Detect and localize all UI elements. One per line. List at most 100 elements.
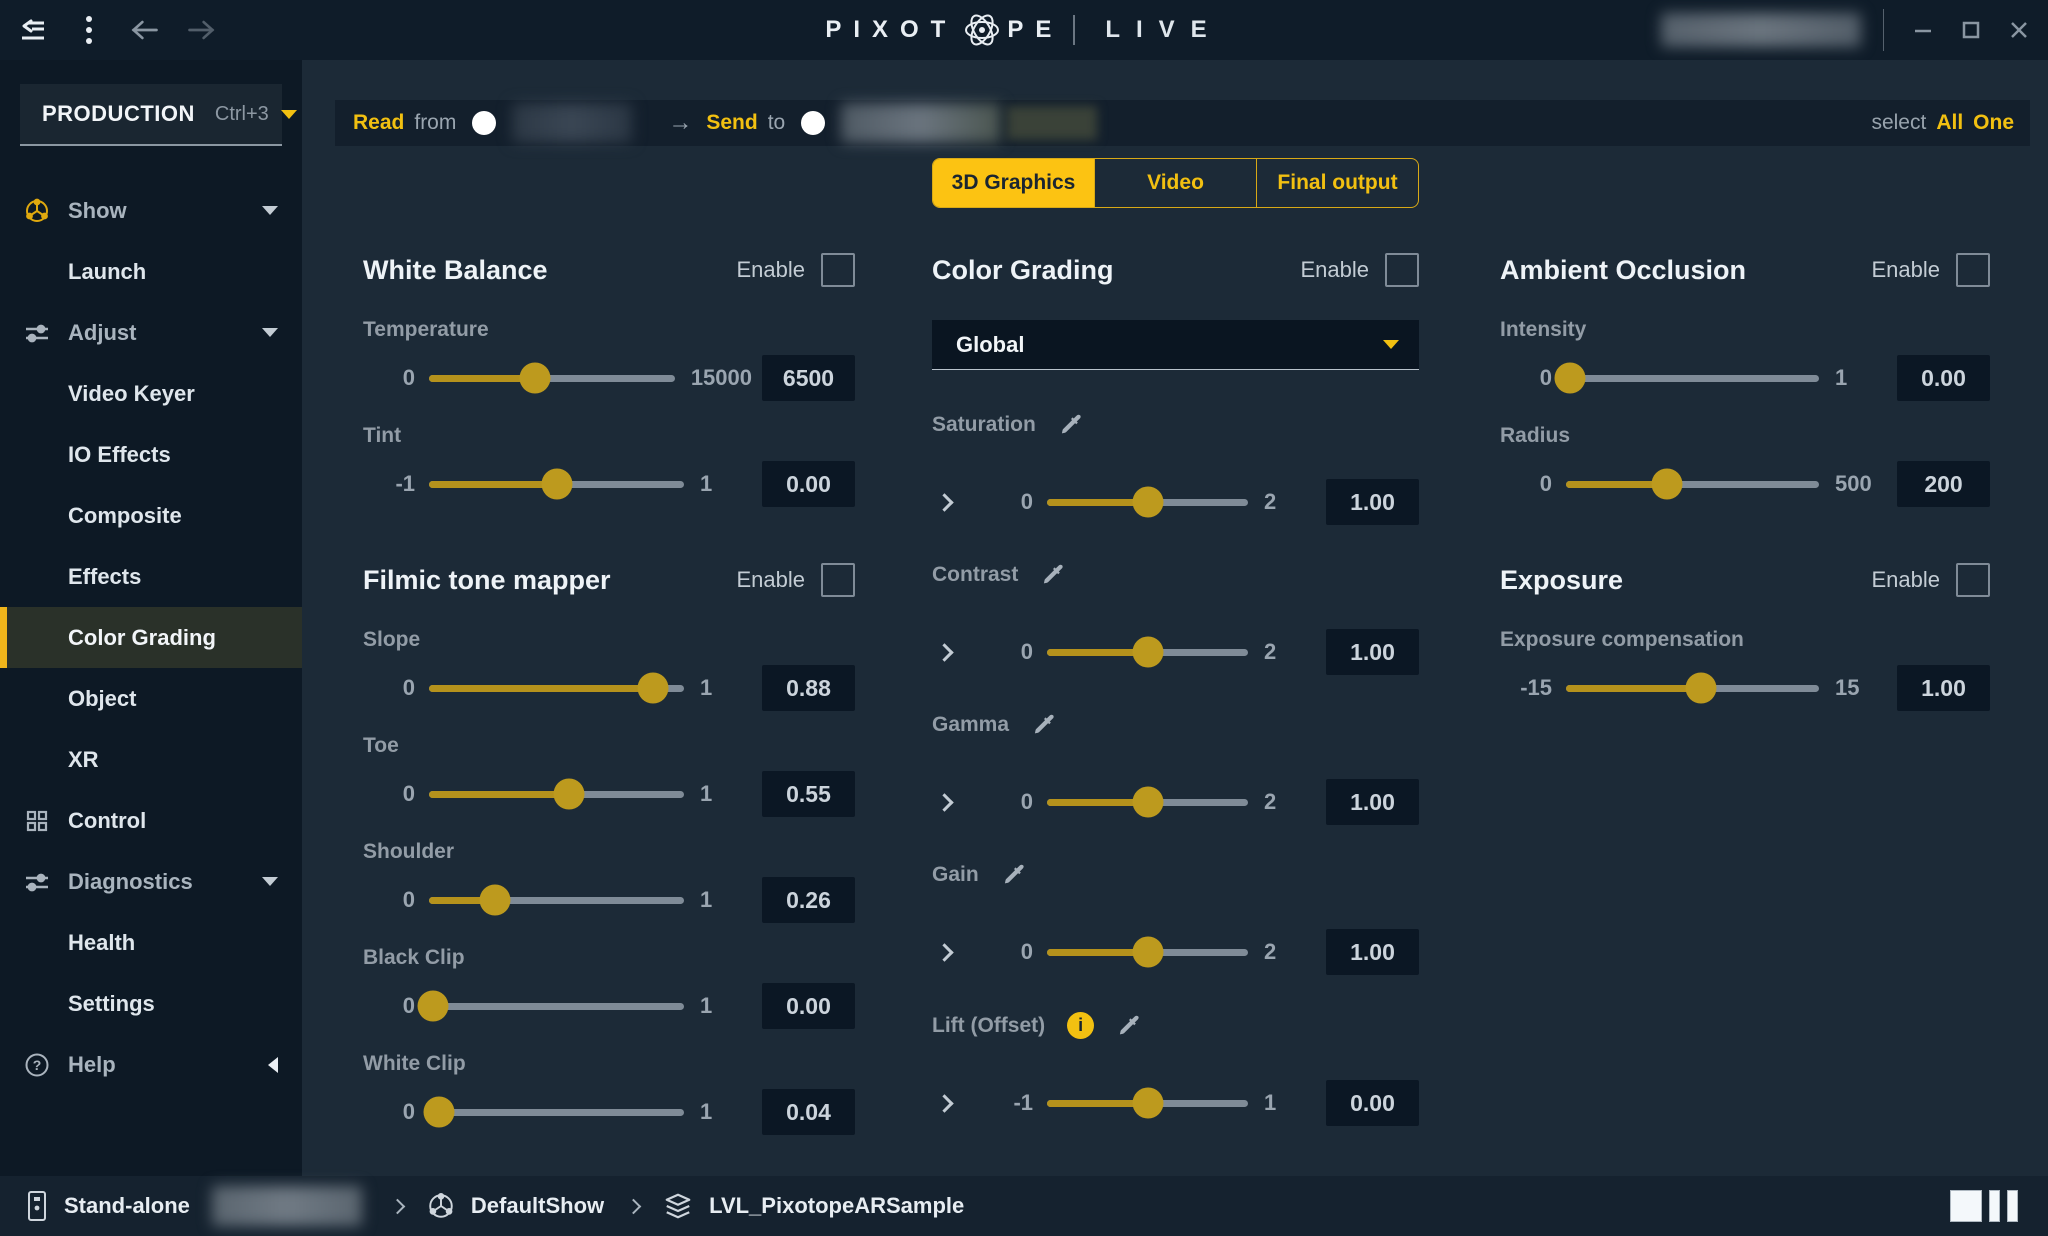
slider-thumb[interactable] — [519, 362, 551, 394]
gain-slider[interactable] — [1047, 936, 1248, 968]
tab-video[interactable]: Video — [1095, 159, 1257, 207]
sidebar-item-object[interactable]: Object — [0, 668, 302, 729]
close-button[interactable] — [2002, 13, 2036, 47]
saturation-slider[interactable] — [1047, 486, 1248, 518]
slider-thumb[interactable] — [1132, 936, 1163, 968]
sidebar-item-color-grading[interactable]: Color Grading — [0, 607, 302, 668]
panel-bar-icon — [2007, 1190, 2018, 1222]
machine-label[interactable]: Stand-alone — [64, 1193, 190, 1218]
saturation-value-input[interactable]: 1.00 — [1326, 479, 1419, 525]
expand-chevron-icon[interactable] — [935, 492, 954, 512]
contrast-value-input[interactable]: 1.00 — [1326, 629, 1419, 675]
exposure-compensation-value-input[interactable]: 1.00 — [1897, 665, 1990, 711]
slider-thumb[interactable] — [541, 468, 572, 500]
ambient-occlusion-enable-checkbox[interactable] — [1956, 253, 1990, 287]
eyedropper-icon[interactable] — [1040, 562, 1066, 588]
filmic-enable-checkbox[interactable] — [821, 563, 855, 597]
shoulder-slider[interactable] — [429, 884, 684, 916]
sidebar-item-io-effects[interactable]: IO Effects — [0, 424, 302, 485]
read-from-status-dot[interactable] — [472, 111, 497, 135]
exposure-compensation-slider[interactable] — [1566, 672, 1819, 704]
maximize-button[interactable] — [1954, 13, 1988, 47]
eyedropper-icon[interactable] — [1031, 712, 1057, 738]
radius-value-input[interactable]: 200 — [1897, 461, 1990, 507]
black-clip-slider[interactable] — [417, 990, 684, 1022]
slider-thumb[interactable] — [1132, 786, 1163, 818]
sidebar-item-control[interactable]: Control — [0, 790, 302, 851]
production-mode-dropdown[interactable]: PRODUCTION Ctrl+3 — [20, 84, 297, 146]
gamma-value-input[interactable]: 1.00 — [1326, 779, 1419, 825]
color-grading-enable-checkbox[interactable] — [1385, 253, 1419, 287]
back-arrow-icon[interactable] — [130, 15, 160, 45]
forward-arrow-icon[interactable] — [186, 15, 216, 45]
sidebar-item-launch[interactable]: Launch — [0, 241, 302, 302]
expand-chevron-icon[interactable] — [935, 642, 954, 662]
slider-min-label: 0 — [1539, 365, 1552, 390]
white-clip-slider[interactable] — [423, 1096, 684, 1128]
white-clip-value-input[interactable]: 0.04 — [762, 1089, 855, 1135]
slope-value-input[interactable]: 0.88 — [762, 665, 855, 711]
slider-thumb[interactable] — [1132, 636, 1163, 668]
lift-offset-slider[interactable] — [1047, 1087, 1248, 1119]
layout-panels-button[interactable] — [1950, 1190, 2018, 1222]
eyedropper-icon[interactable] — [1116, 1013, 1142, 1039]
slider-thumb[interactable] — [1685, 672, 1717, 704]
grading-scope-dropdown[interactable]: Global — [932, 320, 1419, 370]
toe-slider[interactable] — [429, 778, 684, 810]
radius-slider[interactable] — [1566, 468, 1819, 500]
sidebar-item-adjust[interactable]: Adjust — [0, 302, 302, 363]
level-name[interactable]: LVL_PixotopeARSample — [709, 1193, 965, 1218]
sidebar-item-diagnostics[interactable]: Diagnostics — [0, 851, 302, 912]
temperature-value-input[interactable]: 6500 — [762, 355, 855, 401]
sidebar-item-video-keyer[interactable]: Video Keyer — [0, 363, 302, 424]
slider-thumb[interactable] — [1132, 486, 1163, 518]
expand-chevron-icon[interactable] — [935, 792, 954, 812]
sidebar-item-label: Show — [68, 197, 127, 223]
lift-offset-value-input[interactable]: 0.00 — [1326, 1080, 1419, 1126]
show-name[interactable]: DefaultShow — [470, 1193, 605, 1218]
eyedropper-icon[interactable] — [1058, 412, 1084, 438]
select-all-button[interactable]: All — [1936, 111, 1964, 134]
temperature-slider[interactable] — [429, 362, 675, 394]
slope-slider[interactable] — [429, 672, 684, 704]
sidebar-item-xr[interactable]: XR — [0, 729, 302, 790]
kebab-menu-icon[interactable] — [74, 15, 104, 45]
minimize-button[interactable] — [1906, 13, 1940, 47]
slider-thumb[interactable] — [1132, 1087, 1163, 1119]
sidebar-item-health[interactable]: Health — [0, 912, 302, 973]
gamma-slider[interactable] — [1047, 786, 1248, 818]
toe-value-input[interactable]: 0.55 — [762, 771, 855, 817]
tint-value-input[interactable]: 0.00 — [762, 461, 855, 507]
sidebar-item-show[interactable]: Show — [0, 180, 302, 241]
contrast-slider[interactable] — [1047, 636, 1248, 668]
select-one-button[interactable]: One — [1973, 111, 2014, 134]
slider-thumb[interactable] — [479, 884, 511, 916]
exposure-enable-checkbox[interactable] — [1956, 563, 1990, 597]
white-balance-enable-checkbox[interactable] — [821, 253, 855, 287]
expand-chevron-icon[interactable] — [935, 942, 954, 962]
send-to-status-dot[interactable] — [801, 111, 826, 135]
intensity-slider[interactable] — [1554, 362, 1819, 394]
info-icon[interactable]: i — [1067, 1012, 1095, 1039]
slider-thumb[interactable] — [637, 672, 669, 704]
slider-thumb[interactable] — [1554, 362, 1586, 394]
sidebar-item-composite[interactable]: Composite — [0, 485, 302, 546]
black-clip-value-input[interactable]: 0.00 — [762, 983, 855, 1029]
tab-3d-graphics[interactable]: 3D Graphics — [933, 159, 1095, 207]
tab-final-output[interactable]: Final output — [1277, 171, 1398, 194]
sidebar-item-effects[interactable]: Effects — [0, 546, 302, 607]
shoulder-value-input[interactable]: 0.26 — [762, 877, 855, 923]
intensity-value-input[interactable]: 0.00 — [1897, 355, 1990, 401]
sidebar-item-label: Effects — [68, 563, 142, 589]
sidebar-item-settings[interactable]: Settings — [0, 973, 302, 1034]
tint-slider[interactable] — [429, 468, 684, 500]
slider-thumb[interactable] — [417, 990, 449, 1022]
sidebar-item-help[interactable]: ? Help — [0, 1034, 302, 1095]
slider-thumb[interactable] — [1651, 468, 1683, 500]
gain-value-input[interactable]: 1.00 — [1326, 929, 1419, 975]
slider-thumb[interactable] — [423, 1096, 455, 1128]
expand-chevron-icon[interactable] — [935, 1093, 954, 1113]
collapse-sidebar-icon[interactable] — [18, 15, 48, 45]
slider-thumb[interactable] — [553, 778, 585, 810]
eyedropper-icon[interactable] — [1001, 862, 1027, 888]
